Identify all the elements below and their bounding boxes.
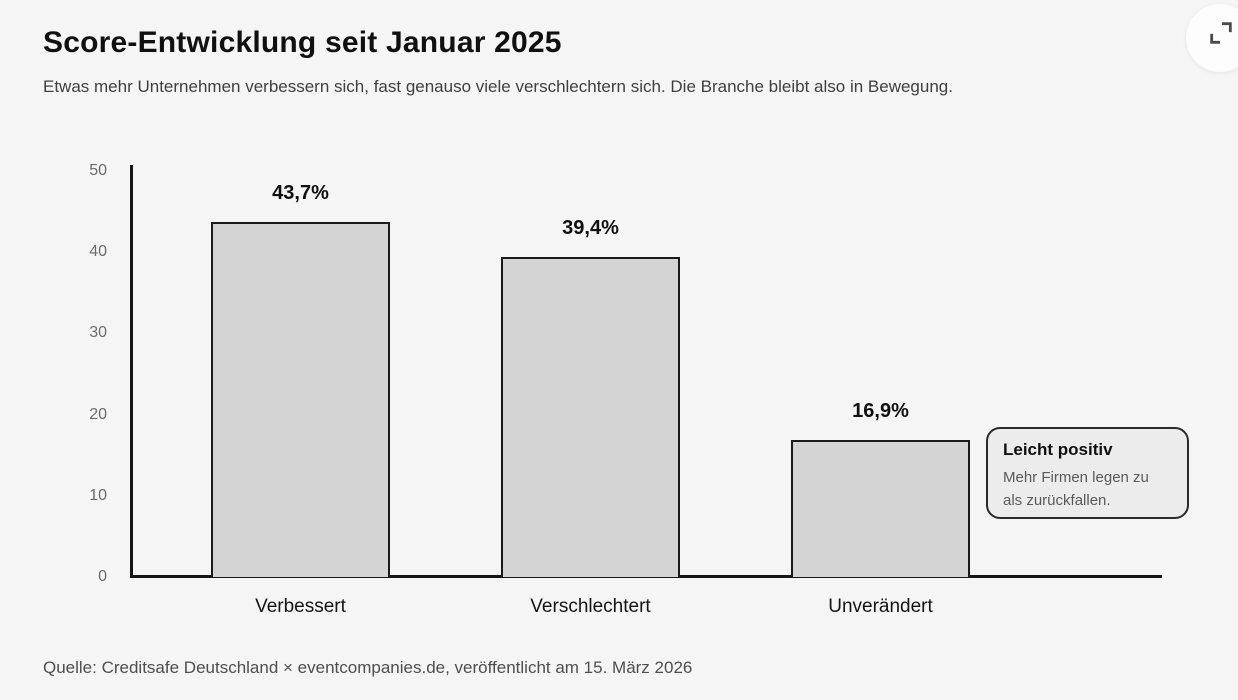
bar-value-label: 16,9% — [852, 400, 909, 422]
y-axis-tick-label: 20 — [89, 405, 107, 423]
y-axis-tick-label: 40 — [89, 243, 107, 261]
source-caption: Quelle: Creditsafe Deutschland × eventco… — [43, 658, 693, 677]
x-axis-label-verbessert: Verbessert — [255, 596, 346, 617]
y-axis-line — [130, 165, 133, 578]
x-axis-label-unveraendert: Unverändert — [828, 596, 933, 617]
y-axis-tick-label: 50 — [89, 162, 107, 179]
annotation-title: Leicht positiv — [1003, 440, 1113, 459]
x-axis-label-verschlechtert: Verschlechtert — [530, 596, 651, 617]
y-axis-tick-label: 30 — [89, 324, 107, 342]
bar-value-label: 43,7% — [272, 182, 329, 204]
fullscreen-expand-icon — [1210, 22, 1232, 44]
bar-rect-verschlechtert — [501, 257, 680, 577]
y-axis-tick-label: 10 — [89, 486, 107, 504]
bar-rect-unveraendert — [791, 440, 970, 577]
bar-value-label: 39,4% — [562, 217, 619, 239]
annotation-callout: Leicht positiv Mehr Firmen legen zu als … — [986, 427, 1189, 519]
fullscreen-button[interactable] — [1186, 4, 1238, 72]
y-axis-tick-label: 0 — [98, 568, 107, 585]
bar-rect-verbessert — [211, 222, 390, 577]
page-title: Score-Entwicklung seit Januar 2025 — [43, 26, 562, 59]
page-subtitle: Etwas mehr Unternehmen verbessern sich, … — [43, 77, 953, 96]
annotation-body: Mehr Firmen legen zu als zurückfallen. — [1003, 469, 1149, 510]
